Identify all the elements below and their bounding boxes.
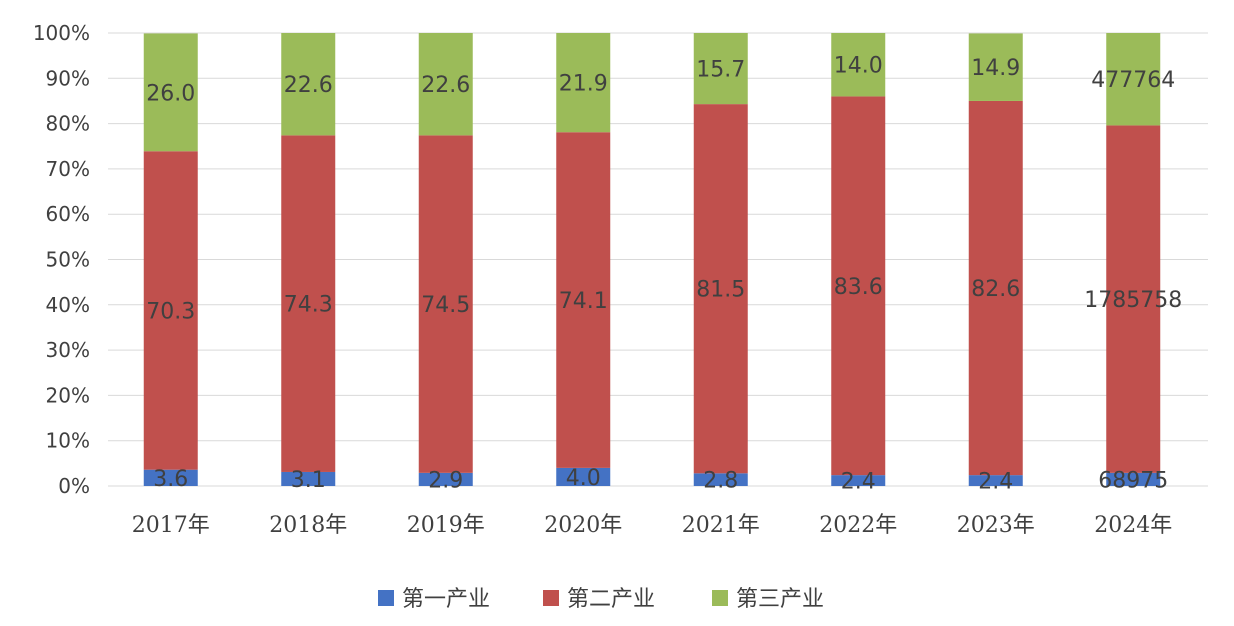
x-tick-label: 2024年 xyxy=(1094,513,1172,538)
bar-segment xyxy=(831,33,886,97)
x-tick-label: 2019年 xyxy=(407,513,485,538)
data-label: 68975 xyxy=(1098,468,1168,493)
data-label: 2.9 xyxy=(428,468,463,493)
bar-segment xyxy=(831,96,886,476)
bars xyxy=(143,33,1161,486)
data-label: 14.9 xyxy=(971,56,1020,81)
bar-segment xyxy=(1106,125,1161,473)
y-tick-label: 10% xyxy=(46,429,90,453)
bar-segment xyxy=(968,475,1023,486)
bar-segment xyxy=(693,33,748,105)
data-label: 74.3 xyxy=(284,293,333,318)
bar-segment xyxy=(693,473,748,486)
legend-label: 第二产业 xyxy=(567,587,655,612)
x-tick-label: 2018年 xyxy=(269,513,347,538)
bar-segment xyxy=(281,33,336,136)
bar-segment xyxy=(418,33,473,136)
data-label: 83.6 xyxy=(834,275,883,300)
data-label: 21.9 xyxy=(559,72,608,97)
data-label: 15.7 xyxy=(696,58,745,83)
y-tick-label: 30% xyxy=(46,338,90,362)
data-label: 4.0 xyxy=(566,466,601,491)
data-label: 26.0 xyxy=(146,81,195,106)
y-tick-label: 0% xyxy=(58,474,90,498)
y-tick-label: 80% xyxy=(46,112,90,136)
x-axis-ticks: 2017年 2018年 2019年 2020年 2021年 2022年 2023年 2024年 xyxy=(132,513,1173,538)
bar-segment xyxy=(968,33,1023,101)
y-tick-label: 90% xyxy=(46,66,90,90)
legend: 第一产业 第二产业 第三产业 xyxy=(378,587,824,612)
bar-segment xyxy=(143,469,198,486)
data-label: 81.5 xyxy=(696,278,745,303)
bar-segment xyxy=(143,33,198,152)
x-tick-label: 2017年 xyxy=(132,513,210,538)
bar-segment xyxy=(1106,33,1161,126)
bar-segment xyxy=(831,475,886,486)
bar-segment xyxy=(556,33,611,133)
legend-label: 第三产业 xyxy=(736,587,824,612)
y-tick-label: 70% xyxy=(46,157,90,181)
legend-swatch xyxy=(378,590,394,606)
data-label: 82.6 xyxy=(971,277,1020,302)
data-label: 70.3 xyxy=(146,299,195,324)
legend-swatch xyxy=(543,590,559,606)
data-label: 3.6 xyxy=(153,467,188,492)
bar-segment xyxy=(556,467,611,486)
y-tick-label: 60% xyxy=(46,202,90,226)
x-tick-label: 2020年 xyxy=(544,513,622,538)
bar-segment xyxy=(418,472,473,486)
data-label: 3.1 xyxy=(291,468,326,493)
bar-segment xyxy=(556,132,611,468)
x-tick-label: 2021年 xyxy=(682,513,760,538)
legend-swatch xyxy=(712,590,728,606)
y-tick-label: 100% xyxy=(33,21,90,45)
data-label: 2.8 xyxy=(703,469,738,494)
data-label: 22.6 xyxy=(421,73,470,98)
bar-segment xyxy=(418,135,473,473)
data-label: 477764 xyxy=(1091,68,1175,93)
bar-segment xyxy=(693,104,748,474)
legend-label: 第一产业 xyxy=(402,587,490,612)
bar-segment xyxy=(281,135,336,472)
data-label: 2.4 xyxy=(841,470,876,495)
bar-segment xyxy=(1106,472,1161,486)
bar-segment xyxy=(968,100,1023,476)
y-axis-ticks: 0% 10% 20% 30% 40% 50% 60% 70% 80% 90% 100% xyxy=(33,21,90,498)
data-label: 74.1 xyxy=(559,289,608,314)
data-label: 14.0 xyxy=(834,54,883,79)
data-label: 22.6 xyxy=(284,73,333,98)
bar-segment xyxy=(281,471,336,486)
bar-segment xyxy=(143,151,198,470)
data-labels: 3.6 70.3 26.0 3.1 74.3 22.6 2.9 74.5 22.6 4.0 74.1… xyxy=(146,54,1182,495)
y-tick-label: 40% xyxy=(46,293,90,317)
y-tick-label: 50% xyxy=(46,248,90,272)
x-tick-label: 2022年 xyxy=(819,513,897,538)
data-label: 1785758 xyxy=(1084,288,1182,313)
gridlines xyxy=(108,32,1208,487)
y-tick-label: 20% xyxy=(46,383,90,407)
data-label: 74.5 xyxy=(421,293,470,318)
x-tick-label: 2023年 xyxy=(957,513,1035,538)
data-label: 2.4 xyxy=(978,470,1013,495)
